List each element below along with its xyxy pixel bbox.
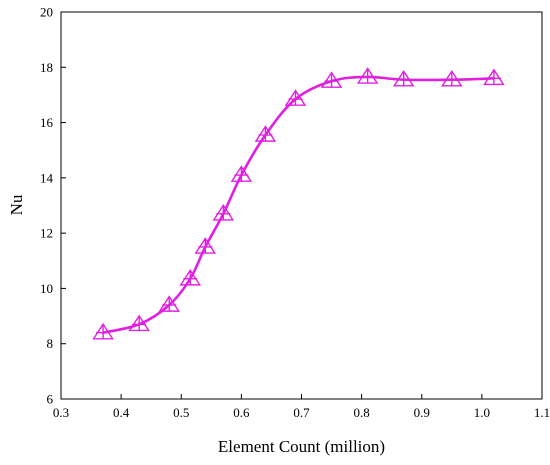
data-point-marker bbox=[92, 322, 114, 340]
y-tick-label: 20 bbox=[40, 5, 53, 20]
x-axis-title: Element Count (million) bbox=[218, 437, 385, 456]
y-axis-ticks: 6 8 10 12 14 16 18 20 bbox=[40, 5, 66, 407]
x-tick-label: 0.7 bbox=[293, 405, 310, 420]
data-point-marker bbox=[254, 125, 277, 142]
x-tick-label: 1.1 bbox=[534, 405, 550, 420]
x-tick-label: 0.6 bbox=[233, 405, 250, 420]
data-point-marker bbox=[392, 69, 415, 87]
data-point-marker bbox=[230, 165, 253, 182]
y-axis-title: Nu bbox=[7, 194, 26, 215]
y-tick-label: 16 bbox=[40, 115, 54, 130]
y-tick-label: 14 bbox=[40, 170, 54, 185]
series-markers bbox=[92, 67, 505, 340]
data-point-marker bbox=[441, 69, 463, 87]
x-axis-ticks: 0.3 0.4 0.5 0.6 0.7 0.8 0.9 1.0 1.1 bbox=[53, 394, 550, 420]
plot-frame bbox=[60, 11, 543, 400]
x-tick-label: 1.0 bbox=[474, 405, 490, 420]
data-point-marker bbox=[356, 67, 379, 84]
x-tick-label: 0.4 bbox=[113, 405, 130, 420]
y-tick-label: 10 bbox=[40, 281, 53, 296]
data-point-marker bbox=[158, 295, 181, 312]
x-tick-label: 0.9 bbox=[414, 405, 430, 420]
data-point-marker bbox=[320, 71, 343, 88]
series-line bbox=[101, 75, 496, 334]
y-tick-label: 8 bbox=[47, 336, 54, 351]
y-tick-label: 12 bbox=[40, 226, 53, 241]
data-point-marker bbox=[212, 204, 235, 221]
data-point-marker bbox=[194, 237, 217, 254]
data-point-marker bbox=[284, 89, 307, 106]
x-tick-label: 0.8 bbox=[354, 405, 370, 420]
data-point-marker bbox=[483, 68, 505, 86]
y-tick-label: 18 bbox=[40, 60, 53, 75]
y-tick-label: 6 bbox=[47, 392, 54, 407]
x-tick-label: 0.5 bbox=[173, 405, 189, 420]
data-point-marker bbox=[128, 314, 150, 332]
data-point-marker bbox=[179, 268, 202, 286]
x-tick-label: 0.3 bbox=[53, 405, 69, 420]
